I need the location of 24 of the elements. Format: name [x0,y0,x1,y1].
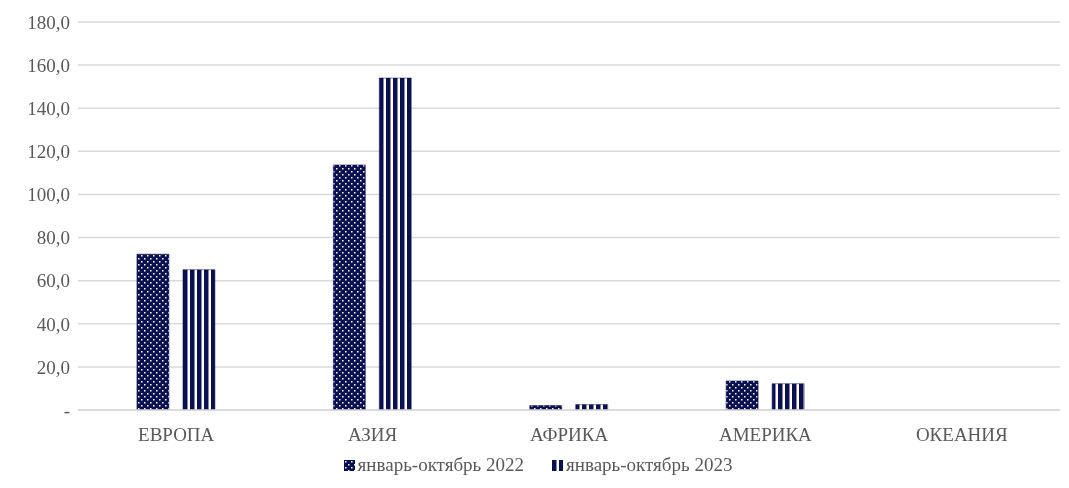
y-tick-label: 180,0 [27,11,70,33]
legend-label: январь-октябрь 2022 [356,454,524,476]
bar [182,269,216,410]
y-tick-label: 20,0 [36,356,70,378]
x-tick-label: ЕВРОПА [138,424,215,446]
bar [136,253,170,410]
y-tick-label: 40,0 [36,313,70,335]
y-tick-label: 80,0 [36,227,70,249]
bar [333,164,366,410]
y-tick-label: 100,0 [27,184,70,206]
y-tick-label: 140,0 [27,97,70,119]
bar [575,404,608,410]
bar [725,380,759,410]
bar [379,77,412,410]
x-tick-label: АЗИЯ [348,424,398,446]
y-tick-label: 120,0 [27,141,70,163]
x-tick-label: АМЕРИКА [718,424,813,446]
y-tick-label: - [63,399,70,421]
y-tick-label: 60,0 [36,270,70,292]
legend-label: январь-октябрь 2023 [565,454,733,476]
x-tick-label: ОКЕАНИЯ [915,424,1009,446]
bar [771,383,805,410]
x-tick-label: АФРИКА [529,424,609,446]
y-tick-label: 160,0 [27,54,70,76]
